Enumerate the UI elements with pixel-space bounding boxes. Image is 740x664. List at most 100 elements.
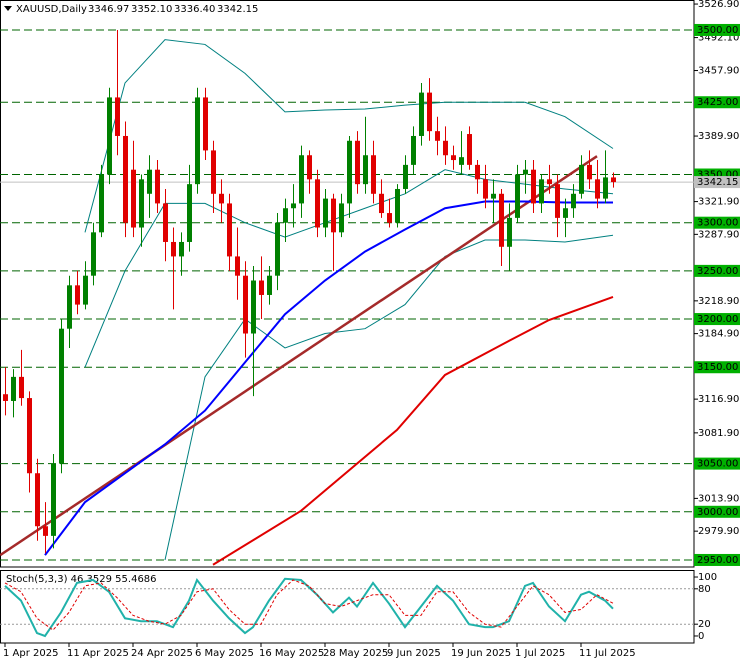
level-label: 3500.00 [697, 25, 738, 36]
candle-body [435, 131, 440, 141]
candle-body [139, 179, 144, 228]
x-tick-label: 24 Apr 2025 [131, 648, 193, 659]
level-label: 3425.00 [697, 97, 738, 108]
overlay-line [84, 39, 614, 233]
candle-body [579, 164, 584, 194]
candle-body [379, 193, 384, 214]
y-tick-label: 3218.90 [698, 296, 739, 307]
level-label: 3350.00 [697, 170, 738, 181]
candle-body [339, 203, 344, 233]
candle-body [315, 179, 320, 228]
candle-body [307, 155, 312, 180]
level-label: 3150.00 [697, 362, 738, 373]
candle-body [387, 213, 392, 223]
candle-body [475, 164, 480, 180]
y-tick-label: 20 [698, 619, 711, 630]
stoch-title: Stoch(5,3,3) 46.3529 55.4686 [6, 574, 157, 585]
y-tick-label: 3321.90 [698, 197, 739, 208]
stoch-panel-frame [0, 570, 695, 644]
candle-body [67, 285, 72, 329]
candle-body [291, 203, 296, 209]
y-tick-label: 3116.90 [698, 394, 739, 405]
level-box [694, 361, 740, 374]
candle-body [563, 208, 568, 218]
symbol: XAUUSD,Daily [16, 4, 87, 15]
candle-body [11, 376, 16, 401]
candle-body [211, 150, 216, 194]
candle-body [235, 256, 240, 276]
x-tick-label: 19 Jun 2025 [451, 648, 511, 659]
candle-body [587, 164, 592, 180]
last-price-box [694, 176, 740, 189]
candle-body [467, 134, 472, 165]
candle-body [595, 179, 600, 199]
candle-body [411, 135, 416, 165]
level-box [694, 457, 740, 470]
level-label: 3300.00 [697, 218, 738, 229]
y-tick-label: 3526.90 [698, 0, 739, 10]
last-price-label: 3342.15 [697, 177, 738, 188]
candle-body [19, 376, 24, 399]
stoch-line [4, 579, 614, 631]
candle-body [27, 398, 32, 474]
x-tick-label: 1 Jul 2025 [515, 648, 565, 659]
candle-body [171, 241, 176, 257]
candle-body [203, 97, 208, 151]
level-box [694, 313, 740, 326]
x-tick-label: 28 May 2025 [323, 648, 388, 659]
level-box [694, 505, 740, 518]
level-box [694, 264, 740, 277]
candle-body [443, 140, 448, 156]
candle-body [499, 193, 504, 247]
candle-body [123, 135, 128, 223]
stoch-plot [0, 577, 694, 638]
candle-body [491, 193, 496, 199]
level-box [694, 23, 740, 36]
candle-body [395, 188, 400, 223]
y-tick-label: 3287.90 [698, 229, 739, 240]
ohlc-close: 3342.15 [217, 4, 258, 15]
x-tick-label: 9 Jun 2025 [387, 648, 441, 659]
main-plot [0, 29, 694, 566]
candle-body [267, 275, 272, 295]
y-tick-label: 0 [698, 631, 704, 642]
candle-body [155, 169, 160, 204]
candle-body [539, 179, 544, 204]
candle-body [219, 193, 224, 204]
ohlc-low: 3336.40 [174, 4, 215, 15]
y-tick-label: 80 [698, 584, 711, 595]
overlay-line [212, 295, 614, 566]
x-tick-label: 11 Jul 2025 [579, 648, 636, 659]
price-axis: 3526.90 3492.10 3457.90 3389.90 3321.90 3287.… [694, 0, 740, 642]
candle-body [363, 155, 368, 185]
x-tick-label: 11 Apr 2025 [67, 648, 129, 659]
candle-body [75, 285, 80, 305]
level-label: 2950.00 [697, 555, 738, 566]
candle-body [555, 184, 560, 218]
candle-body [355, 140, 360, 185]
level-label: 3250.00 [697, 266, 738, 277]
candle-body [331, 198, 336, 233]
candle-body [163, 203, 168, 242]
candle-body [243, 275, 248, 334]
level-box [694, 553, 740, 566]
candle-body [459, 157, 464, 165]
stoch-line [4, 577, 614, 638]
x-tick-label: 1 Apr 2025 [3, 648, 58, 659]
main-panel-frame [0, 0, 695, 568]
candle-body [347, 140, 352, 204]
y-tick-label: 3184.90 [698, 329, 739, 340]
ohlc-open: 3346.97 [88, 4, 129, 15]
candle-body [371, 155, 376, 194]
candle-body [3, 394, 8, 401]
y-tick-label: 100 [698, 572, 717, 583]
candle-body [51, 463, 56, 536]
candle-body [523, 169, 528, 175]
y-tick-label: 3492.10 [698, 33, 739, 44]
candle-body [131, 169, 136, 228]
overlay-line [44, 200, 613, 556]
candle-body [451, 155, 456, 161]
candle-body [483, 179, 488, 199]
y-tick-label: 3013.90 [698, 493, 739, 504]
